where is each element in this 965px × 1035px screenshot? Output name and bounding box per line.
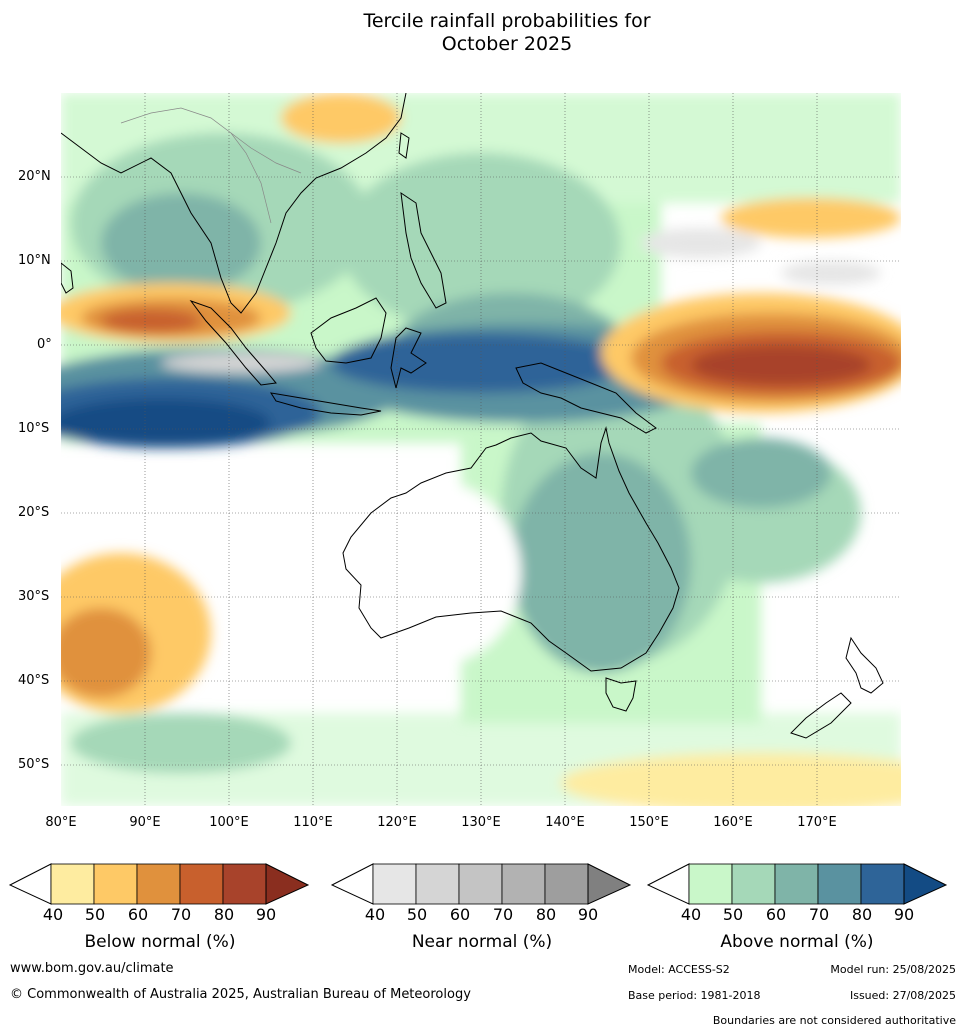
lon-label-80e: 80°E <box>45 815 77 830</box>
near-colorbar-segment-60-70 <box>458 863 503 905</box>
borneo-coast <box>310 297 387 364</box>
below-colorbar-segment-80-90 <box>222 863 267 905</box>
new-zealand-coast <box>845 636 884 694</box>
above-tick-90: 90 <box>893 905 915 924</box>
lon-label-150e: 150°E <box>629 815 669 830</box>
below-normal-title: Below normal (%) <box>84 932 236 952</box>
copyright-text: © Commonwealth of Australia 2025, Austra… <box>10 987 471 1002</box>
above-tick-60: 60 <box>765 905 787 924</box>
above-colorbar-segment-70-80 <box>817 863 862 905</box>
above-colorbar-high-arrow <box>903 863 948 905</box>
lon-label-130e: 130°E <box>461 815 501 830</box>
above-tick-70: 70 <box>808 905 830 924</box>
lon-label-110e: 110°E <box>293 815 333 830</box>
website-link[interactable]: www.bom.gov.au/climate <box>10 961 174 976</box>
lon-label-90e: 90°E <box>129 815 161 830</box>
near-colorbar-segment-70-80 <box>501 863 546 905</box>
country-borders <box>120 107 302 224</box>
below-colorbar-segment-50-60 <box>93 863 138 905</box>
tasmania-coast <box>605 677 637 712</box>
coastlines <box>61 93 884 739</box>
lat-label-0: 0° <box>37 337 52 352</box>
chart-title: Tercile rainfall probabilities for Octob… <box>0 10 965 56</box>
near-tick-90: 90 <box>577 905 599 924</box>
title-line-1: Tercile rainfall probabilities for <box>363 10 651 32</box>
sri-lanka-coast <box>61 262 74 294</box>
lon-label-120e: 120°E <box>377 815 417 830</box>
lat-label-10n: 10°N <box>18 253 51 268</box>
above-tick-80: 80 <box>851 905 873 924</box>
below-tick-50: 50 <box>84 905 106 924</box>
above-colorbar-low-arrow <box>646 863 690 905</box>
lat-label-30s: 30°S <box>18 589 50 604</box>
below-colorbar-low-arrow <box>8 863 52 905</box>
above-colorbar-segment-40-50 <box>688 863 733 905</box>
model-text: Model: ACCESS-S2 <box>628 963 730 976</box>
above-colorbar-segment-80-90 <box>860 863 905 905</box>
lon-label-160e: 160°E <box>713 815 753 830</box>
java-coast <box>269 392 382 416</box>
below-colorbar-high-arrow <box>265 863 310 905</box>
near-tick-70: 70 <box>492 905 514 924</box>
below-tick-40: 40 <box>42 905 64 924</box>
below-colorbar-segment-70-80 <box>179 863 224 905</box>
near-tick-80: 80 <box>535 905 557 924</box>
near-colorbar-low-arrow <box>330 863 374 905</box>
lat-label-10s: 10°S <box>18 421 50 436</box>
graticule <box>61 93 901 806</box>
near-colorbar-segment-50-60 <box>415 863 460 905</box>
rainfall-probability-map <box>61 93 901 806</box>
near-normal-colorbar <box>330 863 632 905</box>
base-period-text: Base period: 1981-2018 <box>628 989 761 1002</box>
lon-label-100e: 100°E <box>209 815 249 830</box>
near-normal-title: Near normal (%) <box>411 932 553 952</box>
above-colorbar-segment-50-60 <box>731 863 776 905</box>
near-tick-50: 50 <box>406 905 428 924</box>
title-line-2: October 2025 <box>441 33 573 55</box>
below-colorbar-segment-40-50 <box>50 863 95 905</box>
below-tick-90: 90 <box>255 905 277 924</box>
above-normal-colorbar <box>646 863 948 905</box>
issued-text: Issued: 27/08/2025 <box>849 989 956 1002</box>
new-guinea-coast <box>515 362 657 434</box>
lat-label-20s: 20°S <box>18 505 50 520</box>
near-colorbar-segment-80-90 <box>544 863 589 905</box>
below-tick-60: 60 <box>127 905 149 924</box>
sulawesi-coast <box>390 327 427 389</box>
below-colorbar-segment-60-70 <box>136 863 181 905</box>
lon-label-140e: 140°E <box>545 815 585 830</box>
lon-label-170e: 170°E <box>797 815 837 830</box>
mainland-asia-coast <box>61 93 407 314</box>
taiwan-coast <box>398 132 410 159</box>
lat-label-40s: 40°S <box>18 673 50 688</box>
lat-label-20n: 20°N <box>18 169 51 184</box>
lat-label-50s: 50°S <box>18 757 50 772</box>
near-colorbar-segment-40-50 <box>372 863 417 905</box>
philippines-coast <box>400 191 447 309</box>
sumatra-coast <box>189 299 277 386</box>
above-colorbar-segment-60-70 <box>774 863 819 905</box>
near-tick-40: 40 <box>364 905 386 924</box>
below-normal-colorbar <box>8 863 310 905</box>
new-zealand-south-coast <box>790 692 852 739</box>
australia-coast <box>342 426 680 672</box>
below-tick-70: 70 <box>170 905 192 924</box>
boundaries-disclaimer: Boundaries are not considered authoritat… <box>712 1014 956 1027</box>
model-run-text: Model run: 25/08/2025 <box>830 963 956 976</box>
above-normal-title: Above normal (%) <box>720 932 874 952</box>
near-tick-60: 60 <box>449 905 471 924</box>
near-colorbar-high-arrow <box>587 863 632 905</box>
above-tick-50: 50 <box>722 905 744 924</box>
above-tick-40: 40 <box>680 905 702 924</box>
below-tick-80: 80 <box>213 905 235 924</box>
